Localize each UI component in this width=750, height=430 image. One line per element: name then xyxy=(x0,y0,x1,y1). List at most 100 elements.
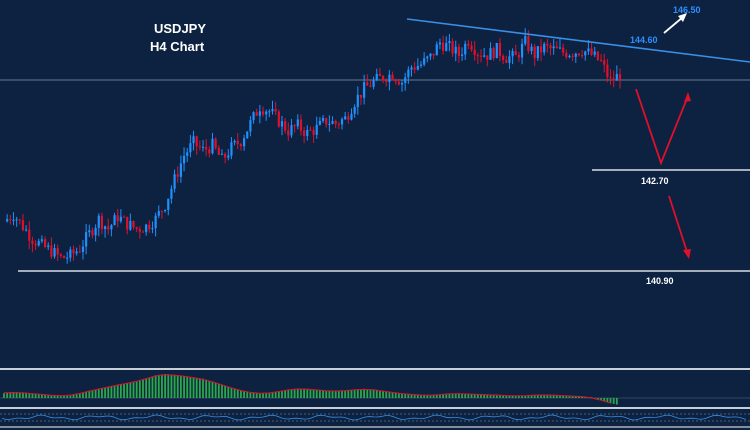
histogram-bar xyxy=(145,378,148,398)
candle-body xyxy=(353,106,356,114)
histogram-bar xyxy=(568,395,571,398)
candle-body xyxy=(107,226,110,230)
candle-body xyxy=(205,146,208,150)
candle-body xyxy=(214,138,217,148)
histogram-bar xyxy=(104,387,106,398)
histogram-bar xyxy=(360,389,362,398)
histogram-bar xyxy=(72,394,75,398)
candle-body xyxy=(91,230,94,236)
histogram-bar xyxy=(596,398,599,400)
candle-body xyxy=(479,55,483,57)
histogram-bar xyxy=(59,396,62,398)
candle-body xyxy=(25,229,28,231)
candle-body xyxy=(246,131,249,139)
candle-body xyxy=(536,46,539,59)
candle-body xyxy=(66,257,69,259)
histogram-bar xyxy=(246,392,249,398)
candle-body xyxy=(252,112,255,121)
histogram-bar xyxy=(353,389,356,398)
histogram-bar xyxy=(255,393,258,398)
candle-body xyxy=(192,136,195,144)
candle-body xyxy=(606,64,609,78)
candle-body xyxy=(249,120,252,132)
histogram-bar xyxy=(66,395,69,398)
histogram-bar xyxy=(192,377,195,398)
candle-body xyxy=(85,232,88,247)
candle-body xyxy=(385,80,388,83)
histogram-bar xyxy=(609,398,612,404)
candle-body xyxy=(441,42,445,51)
candle-body xyxy=(224,153,227,158)
oscillator-line xyxy=(1,414,747,421)
candle-body xyxy=(457,46,460,56)
histogram-bar xyxy=(78,393,81,398)
histogram-bar xyxy=(366,389,369,398)
candle-body xyxy=(186,152,189,156)
histogram-bar xyxy=(397,393,400,398)
candle-body xyxy=(62,256,66,259)
histogram-bar xyxy=(296,388,299,398)
candle-body xyxy=(448,41,451,44)
candle-body xyxy=(372,79,375,87)
candle-body xyxy=(454,46,457,54)
histogram-bar xyxy=(284,390,287,398)
candle-body xyxy=(280,121,284,127)
candle-body xyxy=(28,229,31,241)
histogram-bar xyxy=(379,390,381,398)
histogram-bar xyxy=(176,375,179,398)
histogram-bar xyxy=(252,393,255,398)
candle-body xyxy=(580,55,584,57)
candle-body xyxy=(151,228,154,230)
candle-body xyxy=(555,46,558,49)
histogram-bar xyxy=(315,390,318,398)
candle-body xyxy=(167,198,170,210)
candle-body xyxy=(18,219,21,221)
histogram-bar xyxy=(543,394,546,398)
candle-body xyxy=(391,74,394,81)
candle-body xyxy=(59,254,62,257)
histogram-bar xyxy=(429,395,432,398)
candle-body xyxy=(552,46,555,49)
histogram-bar xyxy=(356,389,359,398)
histogram-bar xyxy=(265,393,268,398)
candle-body xyxy=(113,215,116,226)
histogram-bar xyxy=(473,394,476,398)
candle-body xyxy=(328,123,331,125)
candle-body xyxy=(359,94,363,98)
histogram-bar xyxy=(148,377,151,398)
candle-body xyxy=(50,245,53,257)
candle-body xyxy=(97,215,100,228)
histogram-bar xyxy=(107,387,110,398)
candle-body xyxy=(69,249,72,258)
candle-body xyxy=(318,120,321,125)
histogram-bar xyxy=(606,398,609,403)
histogram-bar xyxy=(281,391,283,398)
candle-body xyxy=(593,51,596,55)
candle-body xyxy=(435,44,438,56)
indicator-signal-line xyxy=(3,374,611,404)
candle-body xyxy=(268,111,271,113)
candle-body xyxy=(603,60,606,65)
candle-body xyxy=(9,219,12,221)
candle-body xyxy=(502,56,505,60)
candle-body xyxy=(274,109,277,112)
candle-body xyxy=(363,82,366,98)
candle-body xyxy=(154,215,157,229)
histogram-bar xyxy=(524,395,527,398)
histogram-bar xyxy=(476,394,479,398)
candle-body xyxy=(530,46,533,52)
candle-body xyxy=(483,55,486,57)
histogram-bar xyxy=(448,393,451,398)
candle-body xyxy=(284,121,287,131)
candle-body xyxy=(179,163,183,177)
histogram-bar xyxy=(15,392,18,398)
candle-body xyxy=(170,188,173,199)
histogram-bar xyxy=(391,392,394,398)
histogram-bar xyxy=(413,394,416,398)
histogram-bar xyxy=(56,395,59,398)
histogram-bar xyxy=(385,391,388,398)
candle-body xyxy=(432,53,435,56)
histogram-bar xyxy=(499,395,501,398)
candle-body xyxy=(508,56,511,63)
histogram-bar xyxy=(350,390,353,398)
